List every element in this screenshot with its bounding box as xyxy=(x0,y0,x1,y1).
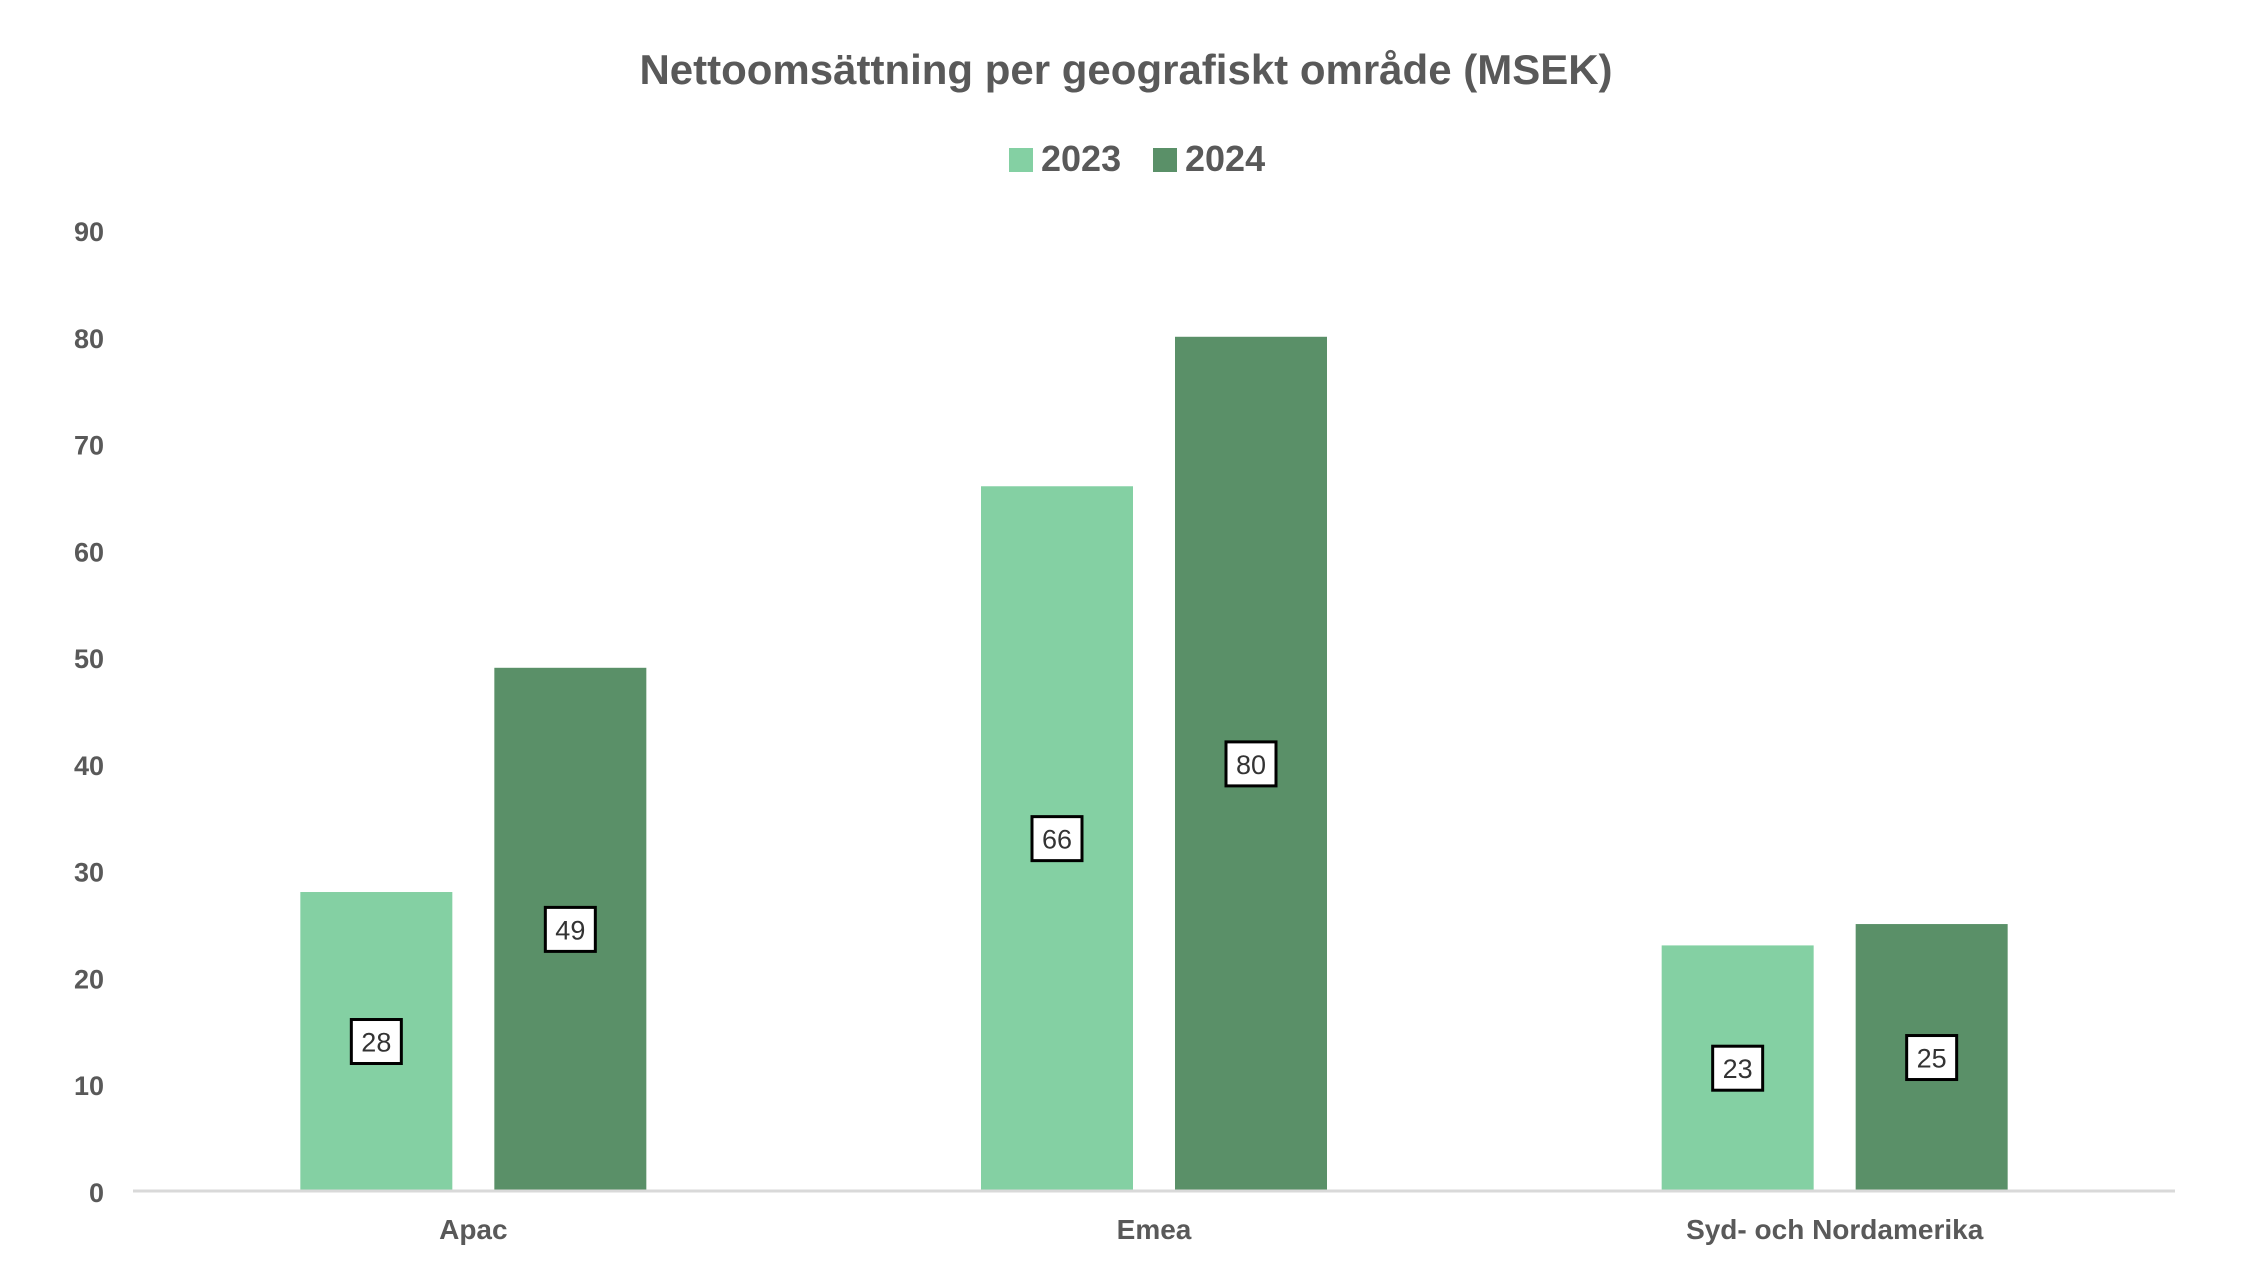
y-tick-label: 20 xyxy=(74,964,104,994)
y-tick-label: 10 xyxy=(74,1071,104,1101)
data-label: 28 xyxy=(361,1028,391,1058)
y-tick-label: 70 xyxy=(74,431,104,461)
data-labels-group: 28 49 66 80 23 25 xyxy=(349,740,1959,1092)
y-axis: 0 10 20 30 40 50 60 70 80 90 xyxy=(74,217,104,1208)
x-category-label: Syd- och Nordamerika xyxy=(1686,1214,1984,1245)
data-label: 23 xyxy=(1723,1054,1753,1084)
y-tick-label: 60 xyxy=(74,537,104,567)
legend-label-2023: 2023 xyxy=(1041,138,1121,179)
legend-swatch-2023 xyxy=(1009,148,1033,172)
data-label-box xyxy=(1224,740,1278,788)
data-label-box xyxy=(1711,1044,1765,1092)
y-tick-label: 80 xyxy=(74,324,104,354)
y-tick-label: 40 xyxy=(74,751,104,781)
data-label-box xyxy=(543,905,597,953)
legend: 2023 2024 xyxy=(1009,138,1265,179)
y-tick-label: 30 xyxy=(74,858,104,888)
data-label-box xyxy=(1030,815,1084,863)
x-axis: Apac Emea Syd- och Nordamerika xyxy=(133,1189,2175,1245)
data-label-box xyxy=(349,1018,403,1066)
data-label: 66 xyxy=(1042,825,1072,855)
chart-title: Nettoomsättning per geografiskt område (… xyxy=(639,46,1612,93)
legend-swatch-2024 xyxy=(1153,148,1177,172)
legend-label-2024: 2024 xyxy=(1185,138,1265,179)
y-tick-label: 50 xyxy=(74,644,104,674)
x-category-label: Apac xyxy=(439,1214,507,1245)
y-tick-label: 0 xyxy=(89,1178,104,1208)
y-tick-label: 90 xyxy=(74,217,104,247)
data-label: 49 xyxy=(555,915,585,945)
data-label: 80 xyxy=(1236,750,1266,780)
data-label-box xyxy=(1905,1034,1959,1082)
x-category-label: Emea xyxy=(1117,1214,1192,1245)
data-label: 25 xyxy=(1917,1044,1947,1074)
